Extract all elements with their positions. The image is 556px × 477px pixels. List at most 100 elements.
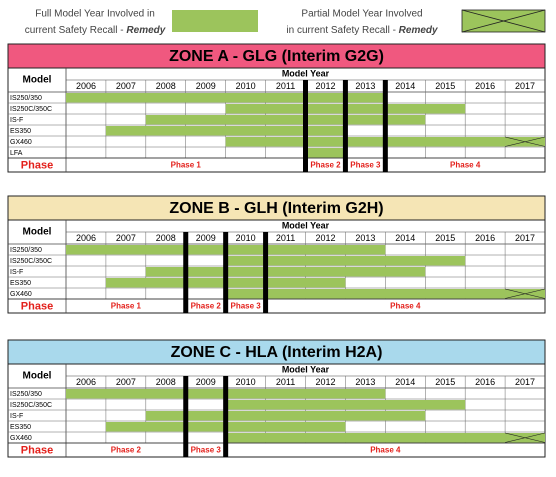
phase-header: Phase (21, 300, 53, 312)
year-label: 2017 (515, 233, 535, 243)
phase-divider (342, 80, 348, 172)
phase-divider (223, 376, 229, 457)
model-name: ES350 (10, 128, 31, 135)
year-label: 2011 (276, 81, 295, 91)
model-name: IS-F (10, 117, 23, 124)
full-year-bar (66, 93, 386, 103)
legend-partial-emphasis: Remedy (399, 25, 438, 36)
phase-label: Phase 2 (191, 302, 222, 311)
full-year-bar (145, 411, 426, 421)
legend-full-text: current Safety Recall - (25, 25, 127, 36)
year-label: 2016 (475, 377, 495, 387)
phase-label: Phase 2 (310, 161, 341, 170)
partial-cross (505, 136, 546, 147)
phase-divider (183, 232, 189, 313)
year-label: 2010 (236, 377, 256, 387)
year-label: 2017 (515, 81, 535, 91)
year-label: 2017 (515, 377, 535, 387)
full-year-bar (225, 433, 506, 443)
model-name: IS250C/350C (10, 258, 52, 265)
swatch-cross (461, 9, 546, 33)
legend-full-swatch (172, 10, 258, 32)
model-name: IS250C/350C (10, 402, 52, 409)
zone-title-band (7, 339, 546, 365)
partial-cross (505, 432, 546, 443)
full-year-bar (145, 115, 426, 125)
zone-title: ZONE C - HLA (Interim H2A) (171, 344, 383, 361)
year-label: 2009 (196, 377, 216, 387)
model-name: GX460 (10, 435, 32, 442)
model-year-header: Model Year (282, 364, 330, 374)
phase-label: Phase 4 (370, 446, 401, 455)
model-name: ES350 (10, 280, 31, 287)
phase-label: Phase 4 (450, 161, 481, 170)
model-name: IS250C/350C (10, 106, 52, 113)
phase-header: Phase (21, 444, 53, 456)
phase-divider (382, 80, 388, 172)
phase-label: Phase 3 (350, 161, 381, 170)
partial-year-cell (505, 136, 546, 147)
partial-year-cell (505, 288, 546, 299)
year-label: 2014 (395, 233, 415, 243)
year-label: 2016 (475, 233, 495, 243)
phase-divider (223, 232, 229, 313)
full-year-bar (225, 400, 466, 410)
zone-title: ZONE B - GLH (Interim G2H) (169, 200, 383, 217)
year-label: 2007 (116, 81, 136, 91)
phase-divider (303, 80, 308, 172)
legend-partial-text: in current Safety Recall - (286, 25, 398, 36)
phase-label: Phase 4 (390, 302, 421, 311)
partial-year-cell (505, 432, 546, 443)
year-label: 2006 (76, 81, 96, 91)
zone: ZONE A - GLG (Interim G2G) Model Model Yea… (7, 43, 546, 173)
year-label: 2008 (156, 233, 176, 243)
year-label: 2009 (196, 81, 216, 91)
model-name: GX460 (10, 139, 32, 146)
full-year-bar (225, 289, 506, 299)
year-label: 2010 (236, 233, 256, 243)
year-label: 2014 (395, 377, 415, 387)
model-year-header: Model Year (282, 220, 330, 230)
phase-label: Phase 3 (231, 302, 262, 311)
legend-full-line2: current Safety Recall - Remedy (25, 25, 166, 36)
phase-label: Phase 1 (171, 161, 202, 170)
year-label: 2015 (435, 233, 455, 243)
zone-title-band (7, 43, 546, 69)
model-name: IS250/350 (10, 247, 42, 254)
full-year-bar (145, 267, 426, 277)
full-year-bar (225, 256, 466, 266)
year-label: 2006 (76, 377, 96, 387)
phase-divider (263, 232, 269, 313)
year-label: 2007 (116, 233, 136, 243)
legend-partial-swatch (461, 9, 546, 33)
legend-partial-line1: Partial Model Year Involved (301, 9, 422, 20)
year-label: 2007 (116, 377, 136, 387)
phase-label: Phase 2 (111, 446, 142, 455)
year-label: 2006 (76, 233, 96, 243)
phase-header: Phase (21, 159, 53, 171)
full-year-bar (225, 137, 506, 147)
year-label: 2011 (276, 233, 295, 243)
partial-cross (505, 288, 546, 299)
model-year-header: Model Year (282, 68, 330, 78)
model-name: LFA (10, 150, 23, 157)
year-label: 2013 (355, 81, 375, 91)
full-year-bar (305, 148, 346, 158)
phase-label: Phase 3 (191, 446, 222, 455)
zone: ZONE C - HLA (Interim H2A) Model Model Yea… (7, 339, 546, 458)
model-name: IS250/350 (10, 95, 42, 102)
phase-divider (183, 376, 189, 457)
year-label: 2015 (435, 377, 455, 387)
zone-title: ZONE A - GLG (Interim G2G) (169, 48, 384, 65)
legend-partial-line2: in current Safety Recall - Remedy (286, 25, 438, 36)
year-label: 2012 (315, 81, 335, 91)
model-name: IS250/350 (10, 391, 42, 398)
model-name: IS-F (10, 413, 23, 420)
model-name: GX460 (10, 291, 32, 298)
legend-full-emphasis: Remedy (126, 25, 165, 36)
year-label: 2012 (315, 233, 335, 243)
model-name: IS-F (10, 269, 23, 276)
model-header: Model (23, 371, 52, 382)
year-label: 2014 (395, 81, 415, 91)
